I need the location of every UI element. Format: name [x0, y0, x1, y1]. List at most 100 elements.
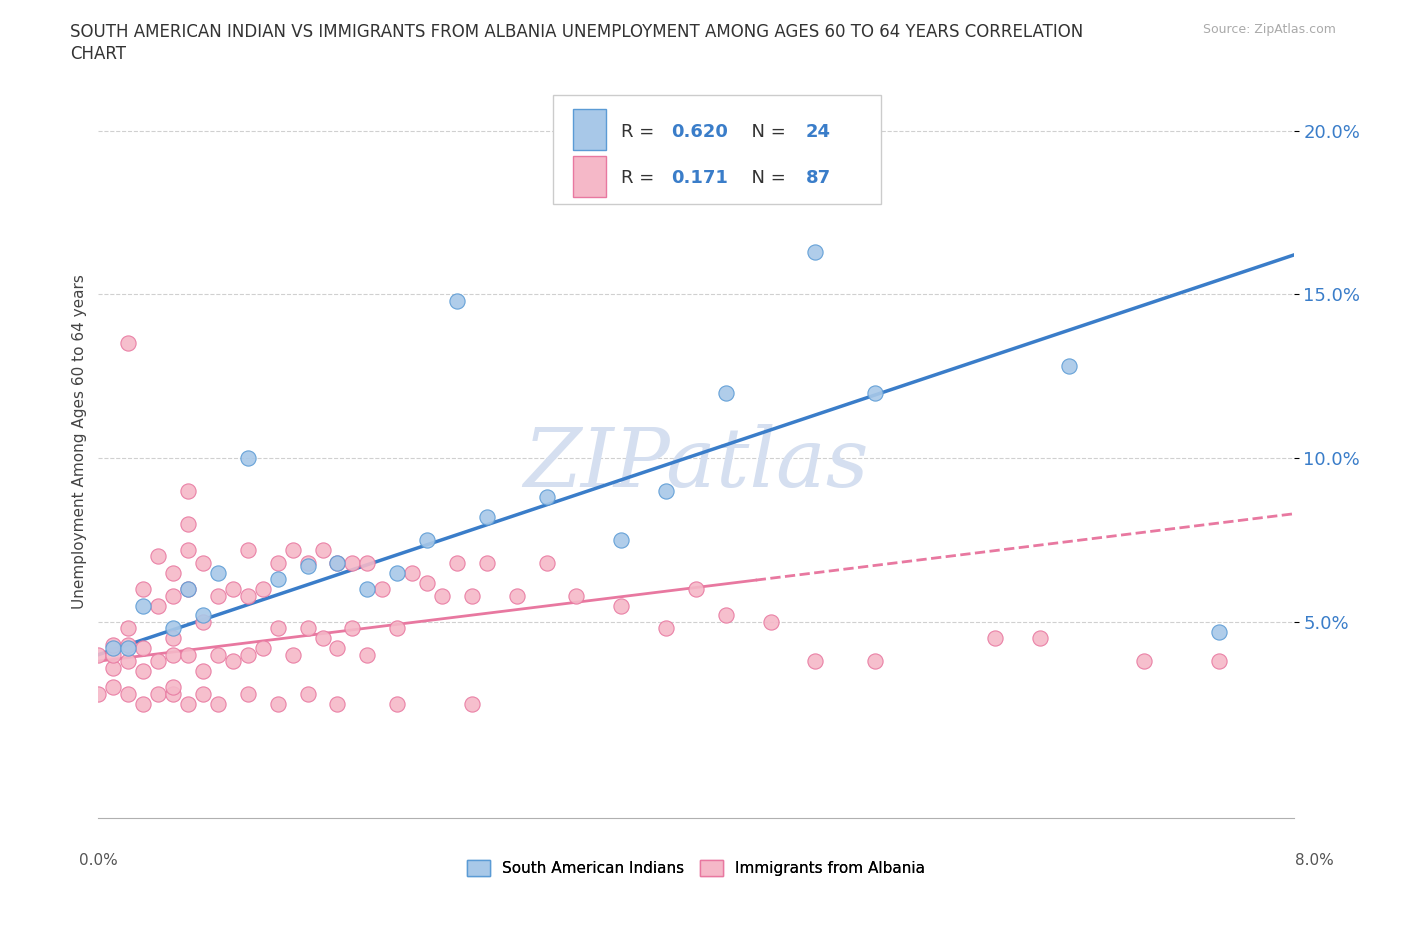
Point: [162, 647, 184, 662]
Point: [87, 686, 110, 701]
Point: [1133, 654, 1156, 669]
Point: [342, 555, 364, 570]
Point: [371, 581, 394, 596]
Point: [297, 559, 319, 574]
Point: [132, 697, 155, 711]
Point: [252, 641, 274, 656]
Point: [132, 581, 155, 596]
Y-axis label: Unemployment Among Ages 60 to 64 years: Unemployment Among Ages 60 to 64 years: [72, 274, 87, 609]
Point: [297, 555, 319, 570]
Point: [610, 598, 633, 613]
Point: [177, 581, 200, 596]
Point: [326, 697, 349, 711]
Point: [117, 654, 139, 669]
Point: [267, 555, 290, 570]
Point: [536, 555, 558, 570]
Point: [236, 451, 259, 466]
Point: [222, 654, 245, 669]
Point: [984, 631, 1007, 645]
Point: [252, 581, 274, 596]
Text: 87: 87: [806, 169, 831, 187]
Point: [148, 654, 170, 669]
Point: [759, 615, 782, 630]
Point: [714, 385, 737, 400]
Point: [416, 575, 439, 590]
Point: [117, 621, 139, 636]
Point: [297, 621, 319, 636]
Text: R =: R =: [620, 169, 665, 187]
Text: N =: N =: [740, 169, 792, 187]
Point: [610, 533, 633, 548]
Point: [236, 542, 259, 557]
Point: [326, 555, 349, 570]
Text: 0.171: 0.171: [671, 169, 728, 187]
Point: [191, 615, 214, 630]
Point: [236, 686, 259, 701]
Point: [326, 555, 349, 570]
FancyBboxPatch shape: [572, 155, 606, 197]
Point: [1059, 359, 1081, 374]
Point: [117, 336, 139, 351]
Point: [162, 631, 184, 645]
Text: SOUTH AMERICAN INDIAN VS IMMIGRANTS FROM ALBANIA UNEMPLOYMENT AMONG AGES 60 TO 6: SOUTH AMERICAN INDIAN VS IMMIGRANTS FROM…: [70, 23, 1084, 41]
Point: [162, 686, 184, 701]
Point: [714, 608, 737, 623]
Point: [685, 581, 707, 596]
Point: [191, 608, 214, 623]
Text: 8.0%: 8.0%: [1295, 853, 1334, 868]
Point: [236, 589, 259, 604]
Point: [804, 654, 827, 669]
Text: 0.0%: 0.0%: [79, 853, 118, 868]
Point: [311, 542, 333, 557]
Point: [148, 598, 170, 613]
Point: [356, 555, 378, 570]
Point: [103, 637, 125, 652]
Point: [281, 542, 304, 557]
Text: ZIPatlas: ZIPatlas: [523, 424, 869, 504]
Point: [385, 621, 409, 636]
Point: [475, 555, 498, 570]
Legend: South American Indians, Immigrants from Albania: South American Indians, Immigrants from …: [461, 854, 931, 883]
Point: [103, 641, 125, 656]
Point: [865, 385, 887, 400]
Point: [430, 589, 453, 604]
Text: 24: 24: [806, 123, 831, 140]
Point: [103, 660, 125, 675]
Point: [162, 589, 184, 604]
Point: [804, 245, 827, 259]
Text: N =: N =: [740, 123, 792, 140]
Text: CHART: CHART: [70, 45, 127, 62]
Point: [162, 565, 184, 580]
Point: [132, 664, 155, 679]
Point: [177, 581, 200, 596]
Point: [342, 621, 364, 636]
Point: [565, 589, 588, 604]
Point: [236, 647, 259, 662]
Point: [132, 598, 155, 613]
Point: [267, 621, 290, 636]
Point: [177, 484, 200, 498]
Point: [177, 516, 200, 531]
Point: [1208, 624, 1230, 639]
Point: [416, 533, 439, 548]
Point: [162, 621, 184, 636]
Point: [1208, 654, 1230, 669]
FancyBboxPatch shape: [553, 95, 882, 205]
Point: [177, 542, 200, 557]
Point: [148, 686, 170, 701]
Point: [475, 510, 498, 525]
Point: [655, 621, 678, 636]
Point: [385, 697, 409, 711]
Point: [117, 637, 139, 652]
Point: [103, 680, 125, 695]
Point: [207, 565, 229, 580]
Point: [117, 641, 139, 656]
Point: [267, 572, 290, 587]
Point: [191, 664, 214, 679]
Point: [536, 490, 558, 505]
Point: [461, 589, 484, 604]
Point: [356, 581, 378, 596]
Point: [655, 484, 678, 498]
Point: [446, 555, 468, 570]
Point: [297, 686, 319, 701]
